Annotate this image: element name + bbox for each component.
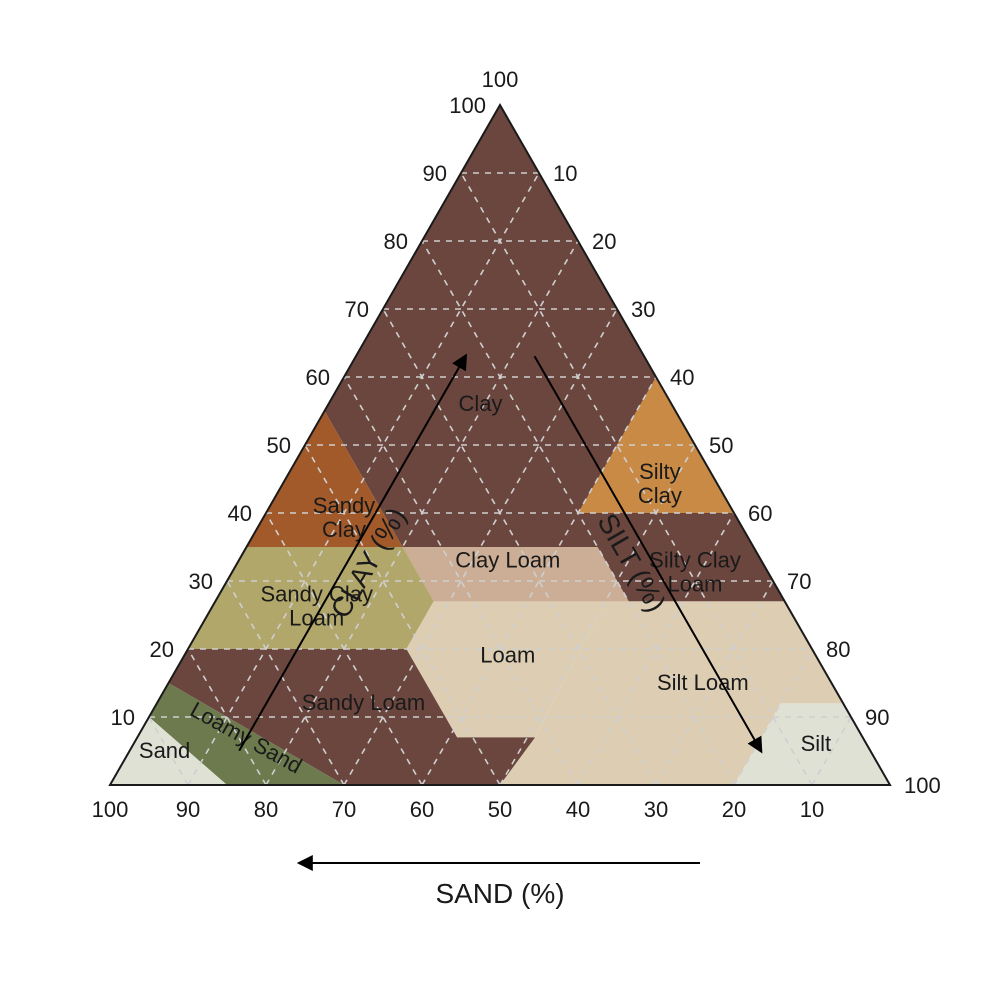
silt-tick: 60 [748, 501, 772, 526]
region-label: Clay Loam [455, 547, 560, 572]
region-label: Sandy [313, 493, 375, 518]
region-label: Silty [639, 459, 681, 484]
silt-tick: 40 [670, 365, 694, 390]
silt-tick: 70 [787, 569, 811, 594]
clay-tick: 100 [482, 67, 519, 92]
silt-tick: 90 [865, 705, 889, 730]
clay-tick: 30 [189, 569, 213, 594]
clay-tick: 50 [267, 433, 291, 458]
region-label: Clay [638, 483, 682, 508]
clay-tick: 80 [384, 229, 408, 254]
region-label: Clay [458, 391, 502, 416]
clay-tick: 40 [228, 501, 252, 526]
sand-tick: 70 [332, 797, 356, 822]
silt-tick: 80 [826, 637, 850, 662]
sand-tick: 100 [92, 797, 129, 822]
soil-texture-ternary: ClaySandyClaySiltyClaySilty ClayLoamClay… [0, 0, 1000, 1000]
sand-tick: 30 [644, 797, 668, 822]
silt-tick: 30 [631, 297, 655, 322]
region-label: Loam [480, 643, 535, 668]
clay-tick: 20 [150, 637, 174, 662]
region-label: Sandy Loam [302, 690, 426, 715]
clay-tick: 60 [306, 365, 330, 390]
silt-tick: 100 [904, 773, 941, 798]
sand-tick: 50 [488, 797, 512, 822]
clay-tick: 10 [111, 705, 135, 730]
clay-tick: 70 [345, 297, 369, 322]
sand-tick: 60 [410, 797, 434, 822]
sand-tick: 40 [566, 797, 590, 822]
sand-tick: 90 [176, 797, 200, 822]
silt-tick: 50 [709, 433, 733, 458]
sand-tick: 80 [254, 797, 278, 822]
sand-axis-title: SAND (%) [435, 878, 564, 909]
sand-tick: 10 [800, 797, 824, 822]
silt-tick: 20 [592, 229, 616, 254]
sand-tick: 20 [722, 797, 746, 822]
clay-tick: 90 [423, 161, 447, 186]
silt-tick: 10 [553, 161, 577, 186]
region-label: Sand [139, 738, 190, 763]
region-label: Silt [801, 731, 832, 756]
clay-tick: 100 [449, 93, 486, 118]
region-label: Loam [667, 571, 722, 596]
region-label: Silty Clay [649, 547, 741, 572]
region-label: Silt Loam [657, 670, 749, 695]
region-label: Clay [322, 517, 366, 542]
